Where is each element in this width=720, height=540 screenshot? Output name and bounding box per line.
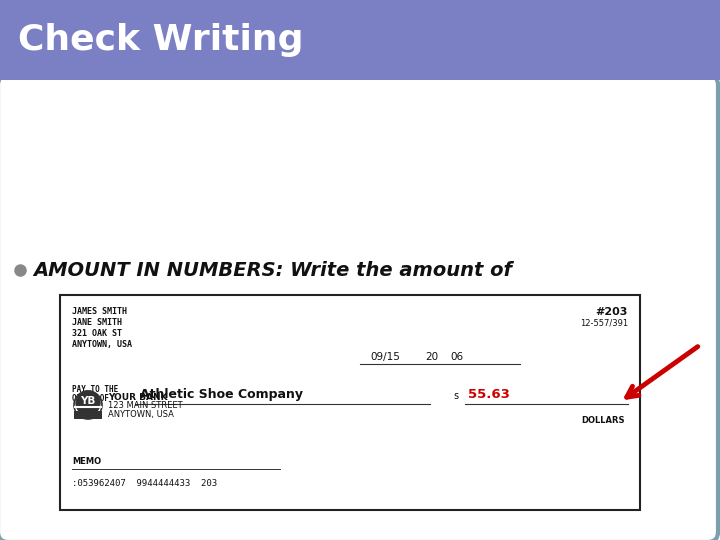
Text: 09/15: 09/15 [370, 352, 400, 362]
Circle shape [76, 391, 100, 415]
Text: AMOUNT IN NUMBERS: Write the amount of: AMOUNT IN NUMBERS: Write the amount of [33, 260, 512, 280]
Text: 12-557/391: 12-557/391 [580, 319, 628, 328]
FancyBboxPatch shape [60, 295, 640, 510]
Text: 321 OAK ST: 321 OAK ST [72, 329, 122, 338]
Text: 55.63: 55.63 [468, 388, 510, 401]
Circle shape [74, 391, 102, 419]
FancyBboxPatch shape [0, 0, 720, 80]
Text: 123 MAIN STREET: 123 MAIN STREET [108, 402, 183, 410]
Text: YB: YB [81, 396, 96, 406]
Text: s: s [453, 391, 458, 401]
FancyBboxPatch shape [0, 75, 718, 540]
Text: ANYTOWN, USA: ANYTOWN, USA [72, 340, 132, 349]
Text: JANE SMITH: JANE SMITH [72, 318, 122, 327]
Text: YOUR BANK: YOUR BANK [108, 393, 168, 402]
Text: JAMES SMITH: JAMES SMITH [72, 307, 127, 316]
Text: DOLLARS: DOLLARS [582, 416, 625, 425]
Text: ORDER OF: ORDER OF [72, 394, 109, 403]
Text: PAY TO THE: PAY TO THE [72, 385, 118, 394]
Text: Athletic Shoe Company: Athletic Shoe Company [140, 388, 303, 401]
Text: :053962407  9944444433  203: :053962407 9944444433 203 [72, 479, 217, 488]
Text: #203: #203 [595, 307, 628, 317]
Text: 20: 20 [425, 352, 438, 362]
Text: MEMO: MEMO [72, 457, 101, 466]
Text: 06: 06 [450, 352, 463, 362]
Text: Check Writing: Check Writing [18, 23, 304, 57]
FancyBboxPatch shape [74, 410, 102, 419]
Text: ANYTOWN, USA: ANYTOWN, USA [108, 409, 174, 418]
